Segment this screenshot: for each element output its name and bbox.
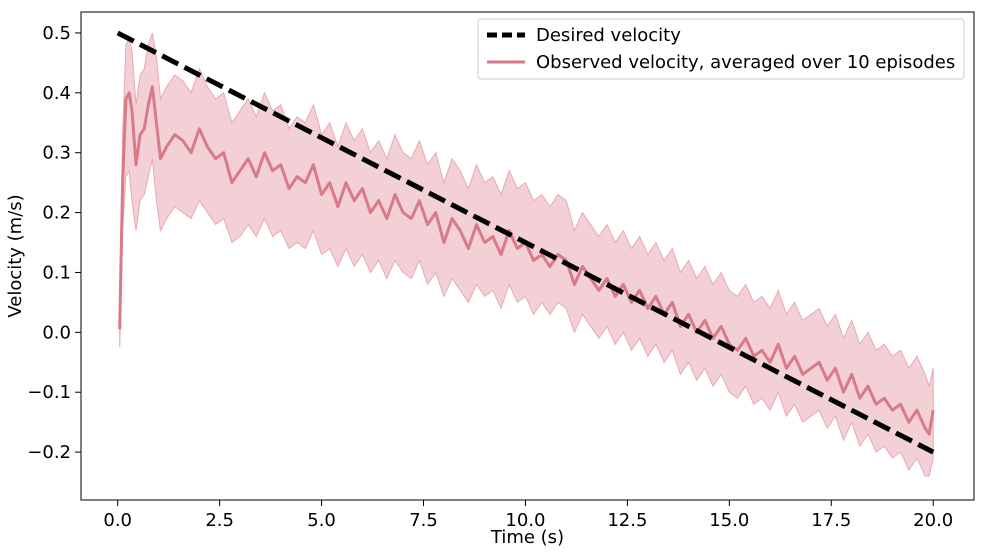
x-tick-label: 12.5 xyxy=(607,510,647,531)
x-tick-label: 15.0 xyxy=(709,510,749,531)
legend-box xyxy=(477,18,965,80)
y-tick-label: 0.0 xyxy=(42,322,71,343)
y-tick-label: 0.1 xyxy=(42,262,71,283)
x-axis-label: Time (s) xyxy=(490,527,564,548)
desired-velocity-line xyxy=(116,30,935,455)
y-tick-label: 0.3 xyxy=(42,143,71,164)
y-tick-label: −0.2 xyxy=(27,442,71,463)
observed-std-band xyxy=(119,32,934,477)
legend: Desired velocity Observed velocity, aver… xyxy=(477,18,965,80)
x-axis-ticks: 0.0 2.5 5.0 7.5 10.0 12.5 15.0 17.5 20.0 xyxy=(103,500,953,531)
x-tick-label: 17.5 xyxy=(811,510,851,531)
y-axis-ticks: −0.2 −0.1 0.0 0.1 0.2 0.3 0.4 0.5 xyxy=(27,23,81,463)
y-tick-label: 0.2 xyxy=(42,203,71,224)
x-tick-label: 5.0 xyxy=(307,510,336,531)
x-tick-label: 2.5 xyxy=(205,510,234,531)
legend-label-desired: Desired velocity xyxy=(536,25,681,46)
y-tick-label: −0.1 xyxy=(27,382,71,403)
legend-label-observed: Observed velocity, averaged over 10 epis… xyxy=(536,52,955,73)
x-tick-label: 10.0 xyxy=(505,510,545,531)
y-tick-label: 0.5 xyxy=(42,23,71,44)
plot-area-frame xyxy=(80,11,975,501)
observed-confidence-band xyxy=(119,32,934,477)
observed-velocity-line xyxy=(118,85,935,436)
x-tick-label: 7.5 xyxy=(409,510,438,531)
x-tick-label: 0.0 xyxy=(103,510,132,531)
x-tick-label: 20.0 xyxy=(913,510,953,531)
series-lines xyxy=(116,30,935,455)
y-axis-label: Velocity (m/s) xyxy=(5,194,26,317)
y-tick-label: 0.4 xyxy=(42,83,71,104)
